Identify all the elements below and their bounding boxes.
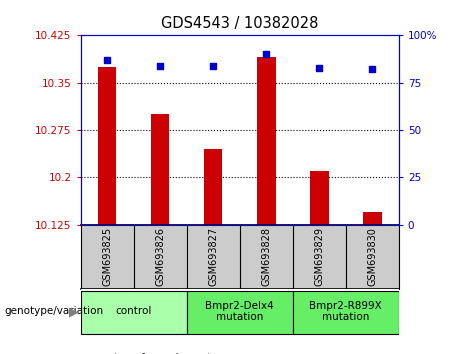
Point <box>156 63 164 69</box>
Text: Bmpr2-Delx4
mutation: Bmpr2-Delx4 mutation <box>205 301 274 322</box>
Legend: transformed count, percentile rank within the sample: transformed count, percentile rank withi… <box>86 349 294 354</box>
Text: Bmpr2-R899X
mutation: Bmpr2-R899X mutation <box>309 301 382 322</box>
Title: GDS4543 / 10382028: GDS4543 / 10382028 <box>161 16 319 32</box>
Bar <box>98 67 117 225</box>
Bar <box>151 114 170 225</box>
Text: GSM693825: GSM693825 <box>102 227 112 286</box>
Point <box>209 63 217 69</box>
Bar <box>257 57 276 225</box>
Bar <box>363 212 382 225</box>
Point <box>315 65 323 70</box>
Bar <box>293 291 399 334</box>
Text: GSM693828: GSM693828 <box>261 227 271 286</box>
Text: GSM693830: GSM693830 <box>367 227 377 286</box>
Point <box>103 57 111 63</box>
Text: ▶: ▶ <box>69 305 78 318</box>
Text: genotype/variation: genotype/variation <box>5 307 104 316</box>
Bar <box>187 291 293 334</box>
Text: GSM693829: GSM693829 <box>314 227 324 286</box>
Bar <box>310 171 329 225</box>
Text: control: control <box>116 307 152 316</box>
Text: GSM693827: GSM693827 <box>208 227 218 286</box>
Bar <box>81 291 187 334</box>
Bar <box>204 149 223 225</box>
Text: GSM693826: GSM693826 <box>155 227 165 286</box>
Point <box>262 51 270 57</box>
Point <box>368 67 376 72</box>
